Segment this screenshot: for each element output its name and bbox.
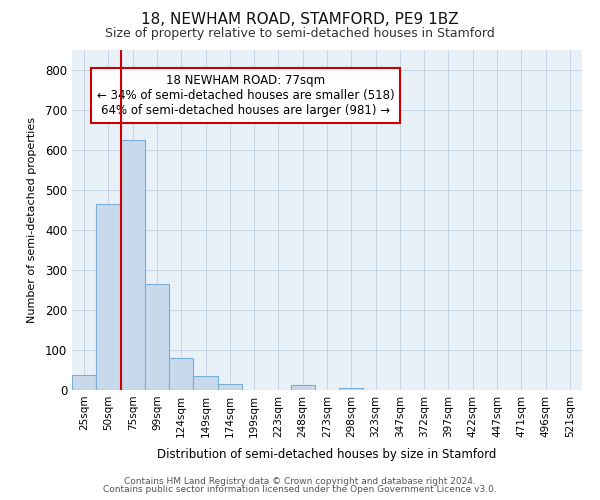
Bar <box>121 140 145 390</box>
Bar <box>218 384 242 390</box>
Bar <box>290 385 315 390</box>
Bar <box>96 204 121 390</box>
Bar <box>72 375 96 390</box>
X-axis label: Distribution of semi-detached houses by size in Stamford: Distribution of semi-detached houses by … <box>157 448 497 461</box>
Text: Size of property relative to semi-detached houses in Stamford: Size of property relative to semi-detach… <box>105 28 495 40</box>
Text: Contains HM Land Registry data © Crown copyright and database right 2024.: Contains HM Land Registry data © Crown c… <box>124 477 476 486</box>
Text: 18 NEWHAM ROAD: 77sqm
← 34% of semi-detached houses are smaller (518)
64% of sem: 18 NEWHAM ROAD: 77sqm ← 34% of semi-deta… <box>97 74 394 117</box>
Y-axis label: Number of semi-detached properties: Number of semi-detached properties <box>26 117 37 323</box>
Text: Contains public sector information licensed under the Open Government Licence v3: Contains public sector information licen… <box>103 486 497 494</box>
Bar <box>339 388 364 390</box>
Bar <box>193 376 218 390</box>
Bar <box>145 284 169 390</box>
Bar <box>169 358 193 390</box>
Text: 18, NEWHAM ROAD, STAMFORD, PE9 1BZ: 18, NEWHAM ROAD, STAMFORD, PE9 1BZ <box>141 12 459 28</box>
